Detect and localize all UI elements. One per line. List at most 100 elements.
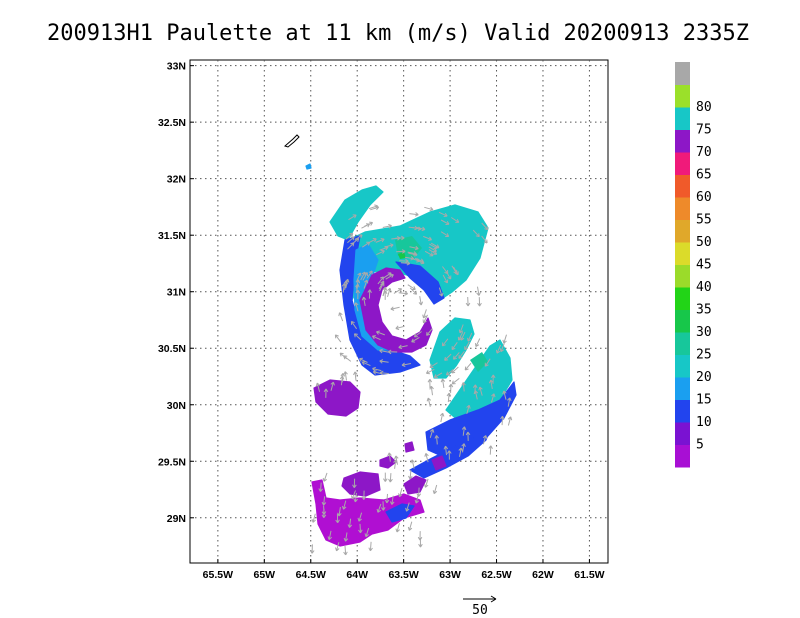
wind-speed-field [305, 163, 517, 547]
wind-vector-arrow [409, 287, 418, 295]
vector-scale-key: 50 [463, 595, 497, 618]
wind-vector-arrow [465, 431, 471, 441]
wind-vector-arrow [376, 503, 382, 513]
wind-vector-arrow [412, 226, 422, 231]
colorbar-swatch [675, 264, 690, 288]
longitude-tick-labels: 65.5W 65W 64.5W 64W 63.5W 63W 62.5W 62W 61.5W [203, 569, 605, 581]
bermuda-island [284, 134, 300, 148]
wind-vector-arrow [425, 368, 435, 375]
colorbar-label: 50 [696, 235, 712, 250]
colorbar-swatch [675, 219, 690, 243]
longitude-tick-label: 63.5W [388, 569, 418, 581]
wind-vector-arrow [398, 344, 408, 350]
wind-vector-arrow [440, 378, 446, 388]
wind-vector-arrow [407, 521, 413, 531]
wind-vector-arrow [341, 283, 347, 293]
wind-vector-arrow [410, 257, 421, 263]
wind-vector-arrow [347, 518, 353, 528]
wind-vector-arrow [353, 333, 362, 341]
wind-vector-arrow [366, 270, 373, 279]
wind-vector-arrow [472, 384, 478, 394]
colorbar-swatch [675, 309, 690, 333]
wind-vector-arrow [432, 484, 438, 495]
wind-vector-arrow [311, 513, 316, 523]
wind-vector-arrow [379, 245, 389, 251]
wind-vector-arrow [502, 390, 507, 400]
wind-vector-arrow [368, 541, 373, 552]
latitude-tick-label: 29N [167, 513, 186, 525]
wind-vector-arrow [395, 523, 400, 533]
wind-vector-arrow [424, 478, 429, 488]
wind-vector-arrow [433, 372, 443, 379]
wind-vector-arrow [327, 530, 333, 541]
far-north-cell [305, 163, 312, 170]
wind-vector-arrow [465, 296, 471, 307]
colorbar-label: 65 [696, 168, 712, 183]
wind-vector-arrow [458, 447, 463, 457]
colorbar-label: 30 [696, 325, 712, 340]
bermuda-coastline [284, 134, 300, 148]
colorbar-swatch [675, 62, 690, 85]
wind-vector-arrow [438, 211, 448, 217]
northwest-band [329, 185, 384, 241]
wind-vector-arrow [453, 352, 460, 360]
vector-scale-arrowhead [490, 595, 497, 603]
wind-vector-arrow [478, 386, 483, 396]
longitude-tick-label: 62.5W [481, 569, 511, 581]
colorbar-label: 60 [696, 190, 712, 205]
band-teal-patch [470, 352, 488, 372]
wind-vector-arrow [430, 242, 440, 249]
wind-vector-arrow [442, 274, 449, 284]
wind-vector-arrow [390, 306, 400, 311]
wind-vector-arrow [476, 286, 481, 296]
wind-vector-arrow [422, 309, 427, 319]
wind-vector-arrow [322, 472, 328, 482]
wind-vector-arrow [353, 492, 358, 503]
figure-title: 200913H1 Paulette at 11 km (m/s) Valid 2… [47, 21, 749, 46]
wind-vector-arrow [375, 238, 385, 243]
wind-vector-arrow [361, 490, 367, 500]
wind-vector-arrow [372, 366, 382, 372]
latitude-tick-label: 30N [167, 400, 186, 412]
wind-vector-arrow [440, 231, 450, 237]
wind-vector-arrow [358, 523, 363, 534]
wind-vector-arrow [364, 527, 370, 538]
wind-vector-arrow [398, 291, 408, 296]
wind-vector-arrow [371, 335, 381, 341]
wind-vector-arrow [357, 512, 363, 522]
colorbar-label: 45 [696, 258, 712, 273]
wind-vector-arrow [451, 366, 459, 374]
wind-vector-arrow [309, 544, 315, 554]
colorbar-swatch [675, 107, 690, 130]
wind-vector-arrow [499, 343, 505, 353]
wind-vector-arrow [315, 382, 321, 392]
wind-vector-arrow [464, 362, 472, 371]
colorbar-swatch [675, 129, 690, 153]
longitude-tick-label: 65W [254, 569, 276, 581]
wind-vector-arrow [343, 532, 349, 542]
longitude-tick-label: 63W [439, 569, 461, 581]
wind-vector-arrow [461, 382, 466, 392]
wind-vector-arrow [318, 482, 323, 492]
wind-vector-arrow [451, 265, 458, 274]
wind-vector-arrow [444, 353, 452, 361]
latitude-tick-label: 32N [167, 174, 186, 186]
wind-vector-arrow [439, 412, 445, 423]
wind-vector-arrow [382, 472, 388, 482]
wind-vector-arrow [482, 435, 488, 445]
vector-scale-label: 50 [472, 603, 488, 618]
eyewall-east-region [395, 261, 445, 305]
wind-vector-arrow [334, 334, 342, 343]
wind-vector-arrow [438, 287, 444, 297]
longitude-tick-label: 65.5W [203, 569, 233, 581]
wind-vector-arrow [428, 249, 438, 255]
wind-vector-arrow [395, 325, 405, 331]
wind-vector-arrow [446, 392, 452, 403]
wind-vector-arrow [458, 324, 464, 334]
wind-vector-arrow [345, 232, 354, 240]
latitude-tick-labels: 29N 29.5N 30N 30.5N 31N 31.5N 32N 32.5N 33N [158, 61, 186, 525]
colorbar-label: 40 [696, 280, 712, 295]
wind-vector-arrow [376, 249, 385, 256]
wind-vector-arrow [387, 349, 398, 355]
wind-vector-arrow [488, 379, 494, 389]
